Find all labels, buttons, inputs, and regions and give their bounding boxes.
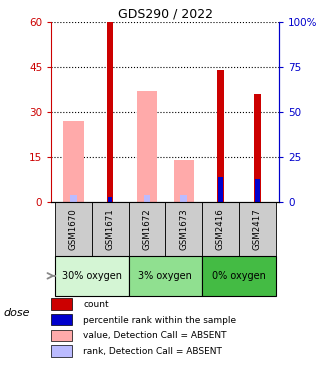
Bar xyxy=(63,121,83,202)
Bar xyxy=(218,177,223,202)
Text: GSM1670: GSM1670 xyxy=(69,208,78,250)
FancyBboxPatch shape xyxy=(51,298,72,310)
Text: 3% oxygen: 3% oxygen xyxy=(138,271,192,281)
Bar xyxy=(143,195,150,202)
Text: GSM1673: GSM1673 xyxy=(179,208,188,250)
FancyBboxPatch shape xyxy=(202,256,276,296)
FancyBboxPatch shape xyxy=(55,202,92,256)
FancyBboxPatch shape xyxy=(51,330,72,341)
FancyBboxPatch shape xyxy=(165,202,202,256)
FancyBboxPatch shape xyxy=(202,202,239,256)
Text: value, Detection Call = ABSENT: value, Detection Call = ABSENT xyxy=(83,332,227,340)
FancyBboxPatch shape xyxy=(55,256,128,296)
FancyBboxPatch shape xyxy=(51,346,72,357)
Bar xyxy=(217,70,224,202)
Bar xyxy=(255,179,260,202)
Bar xyxy=(137,91,157,202)
Text: GSM2417: GSM2417 xyxy=(253,208,262,250)
Bar xyxy=(174,160,194,202)
Bar xyxy=(70,195,77,202)
Title: GDS290 / 2022: GDS290 / 2022 xyxy=(118,8,213,21)
FancyBboxPatch shape xyxy=(128,256,202,296)
FancyBboxPatch shape xyxy=(92,202,128,256)
Text: 0% oxygen: 0% oxygen xyxy=(212,271,266,281)
Text: count: count xyxy=(83,300,109,309)
Text: GSM1671: GSM1671 xyxy=(106,208,115,250)
Text: 30% oxygen: 30% oxygen xyxy=(62,271,122,281)
Bar xyxy=(254,188,261,202)
Text: rank, Detection Call = ABSENT: rank, Detection Call = ABSENT xyxy=(83,347,222,356)
Text: GSM1672: GSM1672 xyxy=(143,208,152,250)
Bar xyxy=(254,94,261,202)
FancyBboxPatch shape xyxy=(128,202,165,256)
Text: dose: dose xyxy=(3,308,30,318)
Text: percentile rank within the sample: percentile rank within the sample xyxy=(83,316,236,325)
FancyBboxPatch shape xyxy=(51,314,72,325)
Text: GSM2416: GSM2416 xyxy=(216,208,225,250)
FancyBboxPatch shape xyxy=(239,202,276,256)
Bar xyxy=(180,195,187,202)
Bar xyxy=(108,197,112,202)
Bar xyxy=(107,22,114,202)
